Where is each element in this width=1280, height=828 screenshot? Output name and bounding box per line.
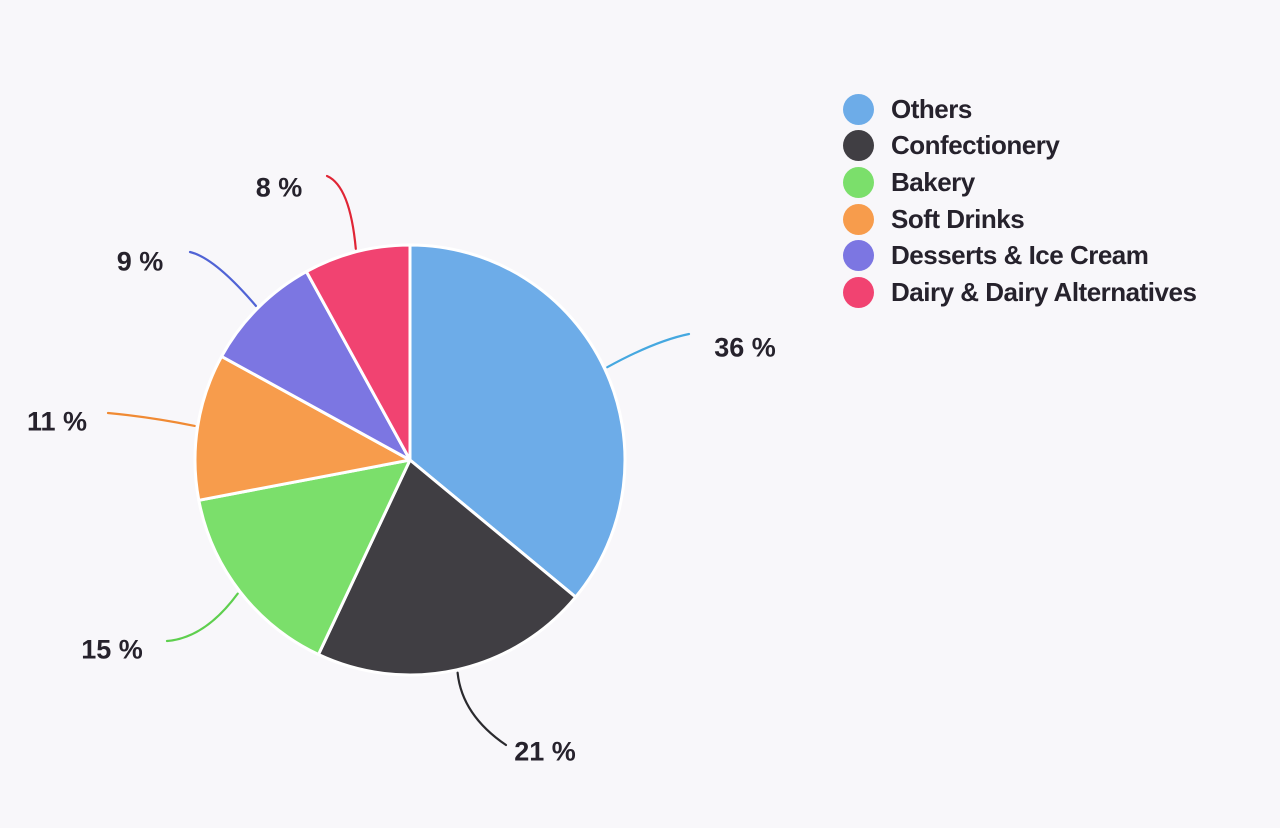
leader-line <box>165 592 239 643</box>
slice-percent-label: 15 % <box>81 634 143 664</box>
legend-label: Soft Drinks <box>891 203 1025 234</box>
legend-item: Bakery <box>843 164 1196 201</box>
pie-slice-dairy-dairy-alternatives <box>304 243 412 462</box>
pie-slice-confectionery <box>316 458 578 677</box>
legend-color-dot <box>843 130 874 162</box>
leader-line <box>325 174 357 250</box>
legend-label: Others <box>891 93 972 124</box>
slice-percent-label: 8 % <box>256 172 303 202</box>
legend-color-dot <box>843 93 874 125</box>
leader-line <box>606 332 691 369</box>
pie-slice-others <box>408 243 627 599</box>
slice-percent-label: 36 % <box>714 332 776 362</box>
legend-label: Desserts & Ice Cream <box>891 240 1149 271</box>
pie-slice-soft-drinks <box>193 354 412 502</box>
legend-label: Bakery <box>891 166 975 197</box>
legend-color-dot <box>843 166 874 198</box>
legend-item: Others <box>843 91 1196 128</box>
legend: Others Confectionery Bakery Soft Drinks Dess… <box>843 91 1197 311</box>
legend-color-dot <box>843 276 874 308</box>
legend-item: Desserts & Ice Cream <box>843 237 1196 274</box>
legend-item: Confectionery <box>843 128 1196 165</box>
slice-percent-label: 21 % <box>514 736 576 766</box>
legend-label: Dairy & Dairy Alternatives <box>891 276 1197 307</box>
slice-percent-label: 11 % <box>27 406 87 436</box>
leader-line <box>456 671 508 747</box>
leader-line <box>188 250 257 307</box>
legend-label: Confectionery <box>891 130 1060 161</box>
pie-slice-desserts-ice-cream <box>220 270 412 462</box>
leader-line <box>106 411 196 427</box>
pie-slice-bakery <box>197 458 412 657</box>
slice-percent-label: 9 % <box>117 246 164 276</box>
legend-color-dot <box>843 203 874 235</box>
legend-item: Soft Drinks <box>843 201 1196 238</box>
legend-color-dot <box>843 240 874 272</box>
legend-item: Dairy & Dairy Alternatives <box>843 274 1197 311</box>
